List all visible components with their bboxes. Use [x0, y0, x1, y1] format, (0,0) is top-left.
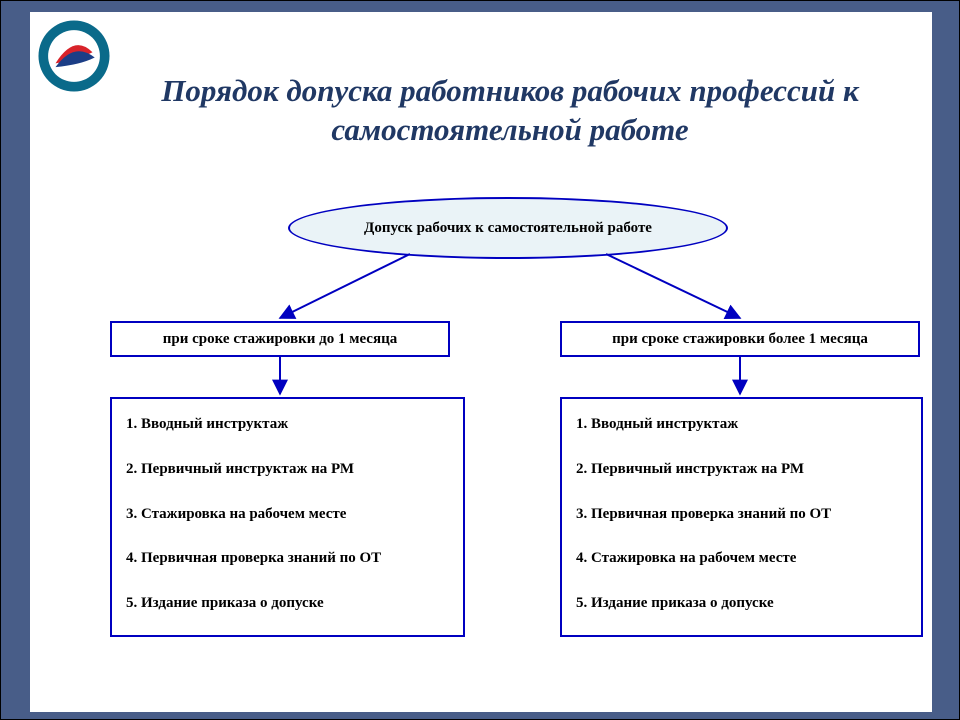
arrow-root-left — [280, 254, 410, 318]
slide-content: Порядок допуска работников рабочих профе… — [30, 12, 932, 712]
arrow-root-right — [606, 254, 740, 318]
slide-frame: Порядок допуска работников рабочих профе… — [0, 0, 960, 720]
diagram-arrows — [30, 12, 960, 720]
